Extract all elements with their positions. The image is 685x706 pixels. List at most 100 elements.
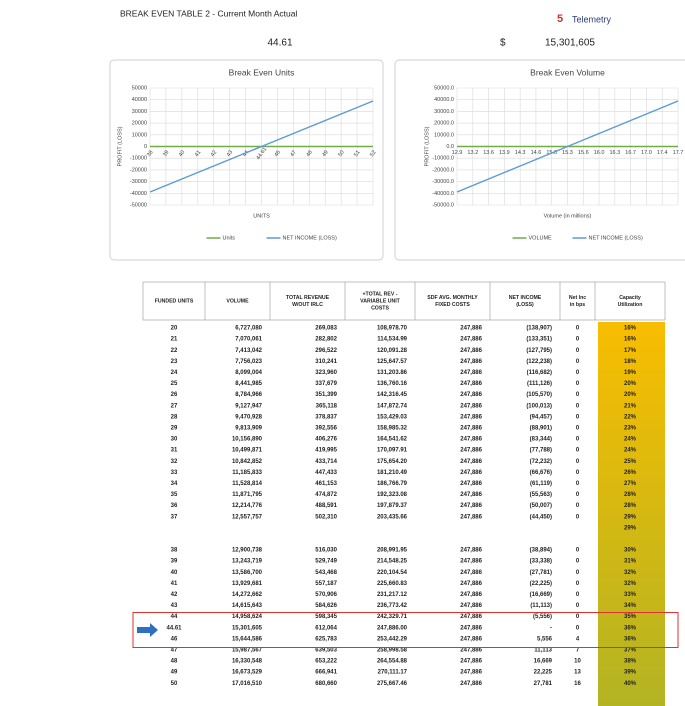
cell: 0 bbox=[576, 503, 580, 509]
cell: 0 bbox=[576, 559, 580, 565]
cell: 247,886 bbox=[460, 425, 482, 431]
cell: 0 bbox=[576, 437, 580, 443]
cell: 15,644,586 bbox=[232, 636, 263, 642]
cell: 247,886 bbox=[460, 503, 482, 509]
cell: 0 bbox=[576, 470, 580, 476]
cell: 22,225 bbox=[534, 670, 553, 676]
cell: 14,272,662 bbox=[232, 592, 263, 598]
x-tick-label: 16.7 bbox=[625, 150, 636, 156]
cell: 153,429.03 bbox=[377, 414, 408, 420]
cell: 0 bbox=[576, 326, 580, 332]
x-tick-label: 16.0 bbox=[594, 150, 605, 156]
cell: 7,756,023 bbox=[235, 359, 262, 365]
cell: 186,766.79 bbox=[377, 481, 408, 487]
chart-title: Break Even Units bbox=[229, 67, 295, 77]
cell: 570,906 bbox=[315, 592, 337, 598]
series-line bbox=[149, 100, 374, 193]
cell: 34 bbox=[171, 481, 178, 487]
cell: 25 bbox=[171, 381, 178, 387]
cell: 32% bbox=[624, 581, 637, 587]
cell: 0 bbox=[576, 392, 580, 398]
cell: 203,435.66 bbox=[377, 514, 408, 520]
column-header: TOTAL REVENUE bbox=[286, 295, 330, 301]
cell: (11,113) bbox=[530, 603, 552, 609]
cell: 192,323.08 bbox=[377, 492, 408, 498]
header-frame bbox=[142, 281, 666, 321]
cell: 247,886 bbox=[460, 514, 482, 520]
cell: 13,586,700 bbox=[232, 570, 263, 576]
column-header: SDF AVG. MONTHLY bbox=[427, 295, 478, 301]
cell: 12,900,738 bbox=[232, 548, 263, 554]
cell: 15,301,605 bbox=[232, 625, 263, 631]
cell: 0 bbox=[576, 548, 580, 554]
cell: 247,886 bbox=[460, 437, 482, 443]
cell: 170,097.91 bbox=[377, 448, 408, 454]
cell: (138,907) bbox=[526, 326, 552, 332]
cell: 36% bbox=[624, 636, 637, 642]
column-header: (LOSS) bbox=[516, 302, 534, 308]
cell: 40 bbox=[171, 570, 178, 576]
chart-title: Break Even Volume bbox=[530, 67, 605, 77]
cell: 5,556 bbox=[537, 636, 553, 642]
cell: (66,676) bbox=[530, 470, 552, 476]
x-tick-label: 51 bbox=[353, 150, 361, 158]
cell: 461,153 bbox=[315, 481, 337, 487]
cell: 247,886 bbox=[460, 403, 482, 409]
cell: 35% bbox=[624, 614, 637, 620]
column-header: Capacity bbox=[619, 295, 641, 301]
cell: 14,958,624 bbox=[232, 614, 263, 620]
legend-label: VOLUME bbox=[529, 235, 553, 241]
cell: 11,185,833 bbox=[232, 470, 262, 476]
cell: 16% bbox=[624, 337, 637, 343]
cell: 247,886 bbox=[460, 381, 482, 387]
x-tick-label: 39 bbox=[162, 150, 170, 158]
y-tick-label: 0.0 bbox=[446, 144, 454, 150]
logo: Telemetry bbox=[572, 14, 612, 24]
cell: 39 bbox=[171, 559, 178, 565]
cell: 22 bbox=[171, 348, 178, 354]
cell: 247,886 bbox=[460, 459, 482, 465]
cell: 543,468 bbox=[315, 570, 337, 576]
column-header: NET INCOME bbox=[509, 295, 542, 301]
cell: 164,541.62 bbox=[377, 437, 408, 443]
y-axis-title: PROFIT (LOSS) bbox=[424, 126, 430, 166]
legend-label: Units bbox=[223, 235, 236, 241]
x-tick-label: 49 bbox=[321, 150, 329, 158]
cell: (122,238) bbox=[526, 359, 552, 365]
cell: 474,872 bbox=[315, 492, 337, 498]
x-tick-label: 17.4 bbox=[657, 150, 668, 156]
cell: 10,156,890 bbox=[232, 437, 263, 443]
cell: 598,345 bbox=[315, 614, 337, 620]
chart-frame bbox=[109, 59, 384, 261]
cell: (38,894) bbox=[530, 548, 552, 554]
cell: (44,450) bbox=[530, 514, 552, 520]
cell: 16,330,548 bbox=[232, 659, 263, 665]
cell: 214,548.25 bbox=[377, 559, 408, 565]
x-tick-label: 17.0 bbox=[641, 150, 652, 156]
cell: 25% bbox=[624, 459, 637, 465]
logo-mark: 5 bbox=[557, 13, 563, 25]
y-tick-label: -30000 bbox=[130, 179, 147, 185]
x-tick-label: 17.7 bbox=[673, 150, 684, 156]
cell: 247,886 bbox=[460, 636, 482, 642]
x-axis-title: Volume (in millions) bbox=[544, 213, 592, 219]
cell: 0 bbox=[576, 348, 580, 354]
y-tick-label: 20000.0 bbox=[434, 121, 454, 127]
cell: 20% bbox=[624, 392, 637, 398]
cell: 529,749 bbox=[315, 559, 337, 565]
cell: (33,338) bbox=[530, 559, 552, 565]
cell: (94,457) bbox=[530, 414, 552, 420]
y-tick-label: 40000 bbox=[132, 97, 147, 103]
cell: 32% bbox=[624, 570, 637, 576]
cell: 22% bbox=[624, 414, 637, 420]
y-tick-label: 10000 bbox=[132, 132, 147, 138]
cell: 11,528,814 bbox=[232, 481, 262, 487]
cell: 12,557,757 bbox=[232, 514, 263, 520]
cell: 131,203.86 bbox=[377, 370, 408, 376]
cell: 28% bbox=[624, 492, 637, 498]
cell: 17,016,510 bbox=[232, 681, 263, 687]
cell: 247,886 bbox=[460, 647, 482, 653]
capacity-fill bbox=[598, 322, 665, 706]
cell: 247,886 bbox=[460, 326, 482, 332]
